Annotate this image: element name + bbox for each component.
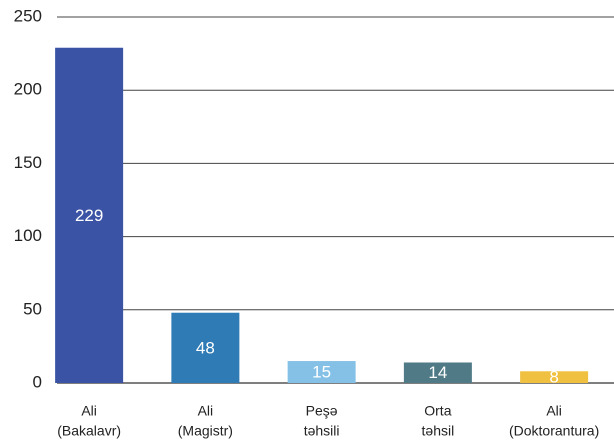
- x-tick-label: Ali: [81, 403, 97, 419]
- value-label: 48: [196, 338, 215, 357]
- bar: [55, 47, 124, 384]
- value-label: 229: [75, 206, 103, 225]
- x-tick-label: (Bakalavr): [57, 423, 121, 439]
- x-tick-label: təhsil: [422, 423, 455, 439]
- y-tick-label: 250: [14, 6, 42, 25]
- value-label: 15: [312, 363, 331, 382]
- value-label: 8: [549, 368, 558, 387]
- x-tick-label: Peşə: [306, 403, 338, 419]
- y-tick-label: 50: [23, 299, 42, 318]
- x-tick-label: (Magistr): [178, 423, 233, 439]
- bar: [520, 371, 589, 383]
- y-tick-label: 200: [14, 80, 42, 99]
- x-tick-label: Ali: [546, 403, 562, 419]
- x-tick-label: (Doktorantura): [509, 423, 599, 439]
- y-tick-label: 150: [14, 153, 42, 172]
- bar: [287, 361, 356, 383]
- x-tick-label: Ali: [198, 403, 214, 419]
- bar: [171, 312, 240, 383]
- bar: [403, 362, 472, 383]
- y-tick-label: 0: [33, 372, 42, 391]
- value-label: 14: [428, 363, 447, 382]
- x-tick-label: təhsili: [304, 423, 340, 439]
- x-tick-label: Orta: [424, 403, 451, 419]
- y-tick-label: 100: [14, 226, 42, 245]
